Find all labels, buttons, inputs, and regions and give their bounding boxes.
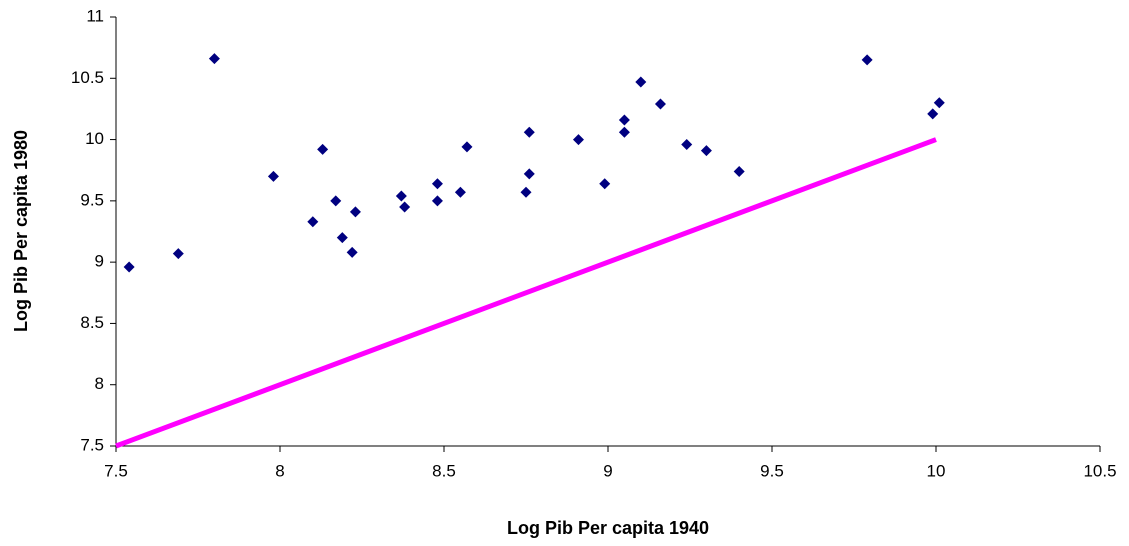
point: [927, 108, 939, 120]
point: [861, 54, 873, 66]
point: [654, 98, 666, 110]
point: [307, 216, 319, 228]
point: [733, 165, 745, 177]
y-tick-label: 10: [85, 129, 104, 148]
point: [208, 53, 220, 65]
point: [399, 201, 411, 213]
point: [572, 134, 584, 146]
point: [635, 76, 647, 88]
y-tick-label: 8.5: [80, 313, 104, 332]
y-tick-label: 9.5: [80, 190, 104, 209]
point: [599, 178, 611, 190]
point: [123, 261, 135, 273]
y-tick-label: 10.5: [71, 68, 104, 87]
point: [330, 195, 342, 207]
point: [349, 206, 361, 218]
point: [317, 143, 329, 155]
x-tick-label: 10: [927, 461, 946, 480]
y-tick-label: 9: [95, 252, 104, 271]
x-tick-label: 8.5: [432, 461, 456, 480]
point: [700, 145, 712, 157]
y-tick-label: 11: [86, 6, 104, 25]
point: [172, 248, 184, 260]
x-axis-title: Log Pib Per capita 1940: [507, 518, 709, 538]
point: [267, 170, 279, 182]
x-tick-label: 10.5: [1083, 461, 1116, 480]
point: [346, 246, 358, 258]
point: [395, 190, 407, 202]
x-tick-label: 7.5: [104, 461, 128, 480]
x-tick-label: 8: [275, 461, 284, 480]
point: [681, 138, 693, 150]
point: [618, 114, 630, 126]
point: [431, 178, 443, 190]
y-tick-label: 7.5: [80, 435, 104, 454]
point: [523, 168, 535, 180]
x-tick-label: 9.5: [760, 461, 784, 480]
point: [454, 186, 466, 198]
x-tick-label: 9: [603, 461, 612, 480]
point: [431, 195, 443, 207]
line: [115, 137, 937, 449]
point: [618, 126, 630, 138]
y-tick-label: 8: [95, 374, 104, 393]
point: [461, 141, 473, 153]
point: [523, 126, 535, 138]
point: [336, 232, 348, 244]
point: [520, 186, 532, 198]
point: [933, 97, 945, 109]
y-axis-title: Log Pib Per capita 1980: [11, 130, 31, 332]
